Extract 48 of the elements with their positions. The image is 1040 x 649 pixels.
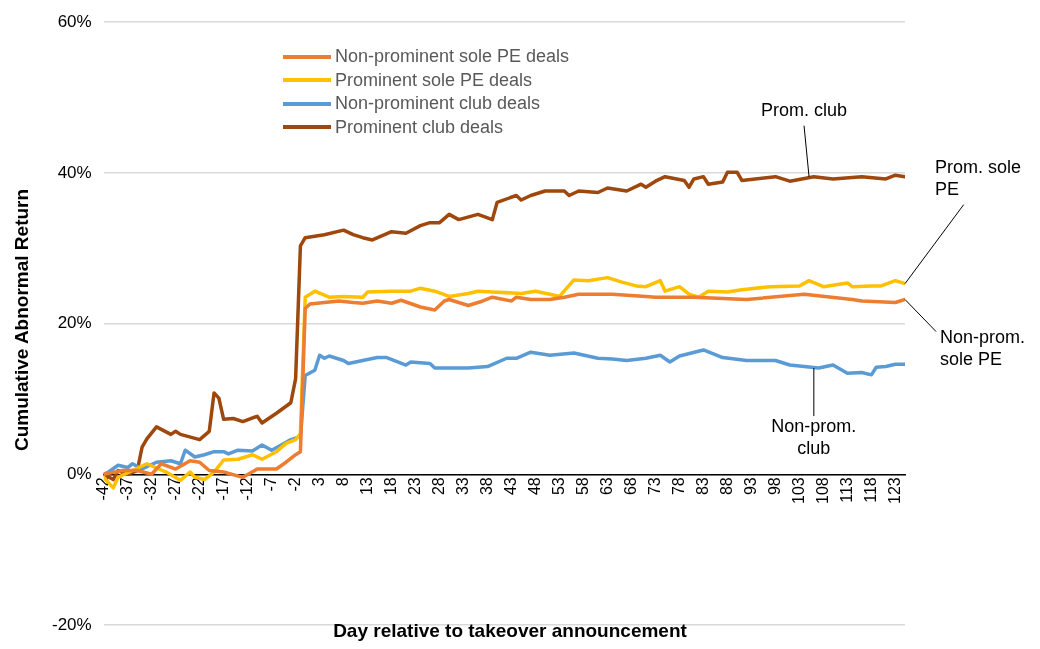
x-tick-label: -42 — [94, 477, 112, 501]
y-tick-label: -20% — [52, 614, 92, 634]
x-tick-label: 3 — [310, 477, 328, 487]
annotation: Non-prom. club — [771, 416, 857, 459]
legend-label: Non-prominent sole PE deals — [335, 46, 570, 68]
x-tick-label: -2 — [286, 477, 304, 492]
annotation: Prom. club — [761, 99, 848, 120]
x-tick-label: 123 — [885, 477, 903, 504]
x-tick-label: 18 — [381, 477, 399, 496]
y-axis-title: Cumulative Abnormal Return — [11, 188, 33, 452]
x-tick-label: 113 — [837, 477, 855, 503]
legend-label: Non-prominent club deals — [335, 93, 541, 115]
x-tick-label: 98 — [765, 477, 783, 496]
x-tick-label: 13 — [358, 477, 375, 496]
x-tick-label: 58 — [573, 477, 591, 496]
x-tick-label: 33 — [453, 477, 471, 496]
y-tick-label: 0% — [67, 463, 92, 483]
annotation: Prom. sole PE — [935, 156, 1022, 199]
x-tick-label: 88 — [717, 477, 735, 496]
annotation: Non-prom. sole PE — [940, 327, 1026, 370]
x-tick-label: 43 — [501, 477, 519, 496]
legend-label: Prominent club deals — [335, 116, 504, 138]
x-tick-label: 38 — [477, 477, 495, 496]
x-tick-label: 68 — [621, 477, 639, 496]
y-tick-label: 60% — [57, 11, 92, 31]
x-tick-label: 83 — [693, 477, 711, 496]
x-tick-label: 93 — [741, 477, 759, 496]
x-tick-label: 53 — [549, 477, 567, 496]
x-tick-label: -32 — [142, 477, 160, 501]
x-tick-label: 28 — [429, 477, 447, 496]
x-tick-label: 23 — [405, 477, 423, 496]
x-tick-label: -12 — [238, 477, 256, 501]
x-tick-label: 63 — [597, 477, 615, 496]
legend-label: Prominent sole PE deals — [335, 69, 533, 91]
x-tick-label: 118 — [861, 477, 879, 503]
x-tick-label: 73 — [645, 477, 663, 496]
y-tick-label: 20% — [57, 313, 92, 333]
x-tick-label: -37 — [118, 477, 136, 501]
x-tick-label: -17 — [214, 477, 232, 501]
x-tick-label: 8 — [334, 477, 352, 487]
x-tick-label: 103 — [789, 477, 807, 504]
y-tick-label: 40% — [57, 162, 92, 182]
x-tick-label: 78 — [669, 477, 687, 496]
x-tick-label: -27 — [166, 477, 184, 501]
x-axis-title: Day relative to takeover announcement — [332, 620, 688, 642]
x-tick-label: 48 — [525, 477, 543, 496]
x-tick-label: 108 — [813, 477, 831, 504]
x-tick-label: -7 — [262, 477, 280, 492]
